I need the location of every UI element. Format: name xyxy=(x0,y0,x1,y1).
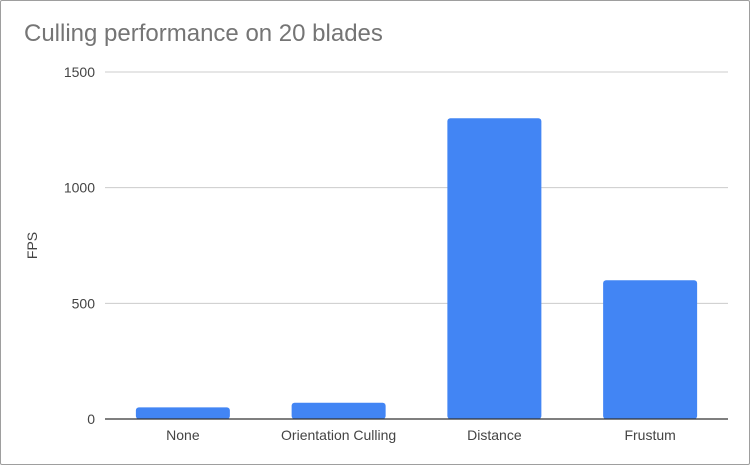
x-tick-label: None xyxy=(166,427,200,443)
chart-title: Culling performance on 20 blades xyxy=(24,20,383,47)
bar-distance xyxy=(447,118,542,420)
y-axis-title: FPS xyxy=(24,232,40,259)
x-tick-label: Orientation Culling xyxy=(281,427,396,443)
bars xyxy=(135,118,698,420)
x-tick-label: Frustum xyxy=(624,427,675,443)
bar-frustum xyxy=(603,280,698,419)
bar-orientation-culling xyxy=(291,402,386,419)
y-tick-label: 0 xyxy=(87,411,95,427)
x-tick-label: Distance xyxy=(467,427,522,443)
y-tick-label: 1500 xyxy=(64,64,95,80)
bar-none xyxy=(135,407,230,419)
gridlines xyxy=(105,71,728,304)
labels: 0 500 1000 1500 None Orientation Culling Dista… xyxy=(24,64,676,443)
y-tick-label: 500 xyxy=(72,295,96,311)
y-tick-label: 1000 xyxy=(64,180,95,196)
